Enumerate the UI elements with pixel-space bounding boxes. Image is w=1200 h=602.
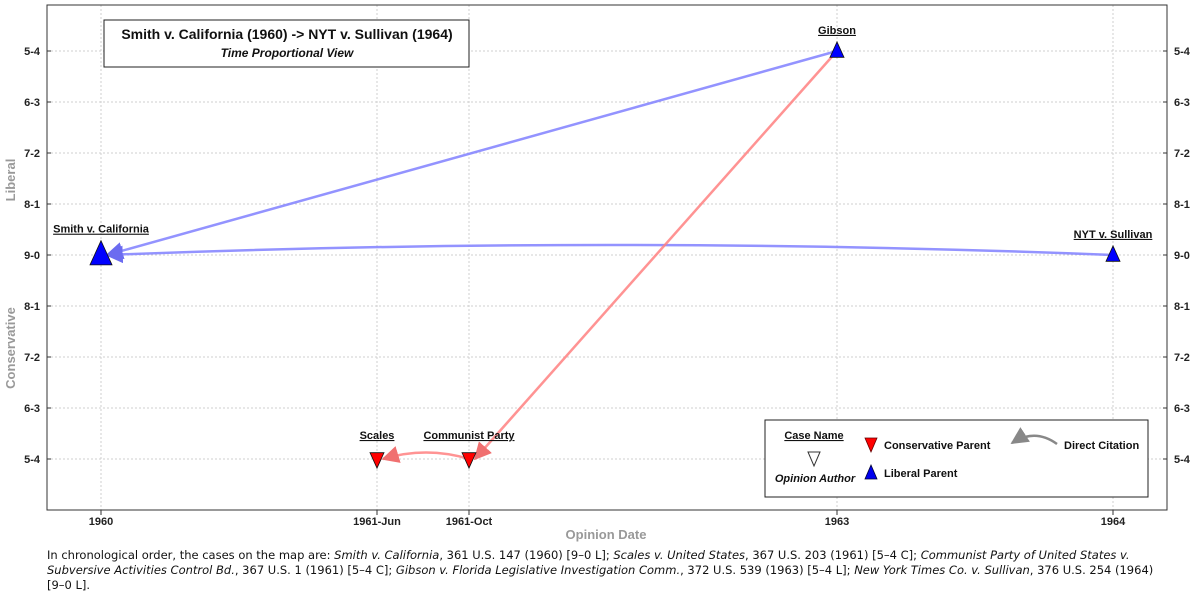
legend-empty-triangle-icon [807, 451, 821, 468]
y-tick-label: 9-0 [1174, 250, 1190, 262]
x-axis-title: Opinion Date [566, 527, 647, 542]
case-label: Gibson [818, 25, 856, 37]
x-tick-label: 1960 [89, 516, 113, 528]
citation-arrow [105, 49, 838, 260]
legend-blue-triangle-icon [864, 463, 878, 480]
legend: Case Name Opinion Author Conservative Pa… [764, 419, 1149, 498]
case-label: Smith v. California [53, 224, 150, 236]
legend-citation-arrow-icon [1010, 427, 1058, 446]
citation-arrow [105, 243, 1114, 264]
x-tick-label: 1964 [1101, 516, 1126, 528]
legend-frame [764, 419, 1149, 498]
y-tick-label: 5-4 [1174, 454, 1191, 466]
caption-case-name: Gibson v. Florida Legislative Investigat… [395, 563, 681, 577]
y-tick-label: 7-2 [1174, 352, 1190, 364]
x-tick-label: 1961-Jun [353, 516, 401, 528]
caption-intro: In chronological order, the cases on the… [47, 548, 331, 562]
caption-case: New York Times Co. v. Sullivan, 376 U.S.… [47, 563, 1153, 592]
case-markers: Smith v. California Scales Communist Party… [53, 25, 1153, 470]
case-marker [829, 40, 845, 58]
y-axis-right: 5-4 6-3 7-2 8-1 9-0 8-1 7-2 6-3 5-4 [1163, 46, 1191, 466]
grid-lines [47, 5, 1167, 510]
citation-arrow [473, 50, 838, 461]
caption-case-name: Smith v. California [334, 548, 440, 562]
y-tick-label: 8-1 [1174, 301, 1190, 313]
y-tick-label: 7-2 [24, 352, 40, 364]
legend-case-name: Case Name [784, 430, 843, 442]
y-tick-label: 5-4 [1174, 46, 1191, 58]
chart-canvas: 5-4 6-3 7-2 8-1 9-0 8-1 7-2 6-3 5-4 5-4 6-3 7-2 8-1… [3, 4, 1191, 542]
caption-case-citation: , 372 U.S. 539 (1963) [5–4 L]; [680, 563, 851, 577]
caption-case-citation: , 376 U.S. 254 (1964) [9–0 L]. [47, 563, 1154, 592]
y-tick-label: 8-1 [24, 301, 40, 313]
y-axis-title-liberal: Liberal [3, 159, 18, 202]
case-marker [89, 239, 113, 266]
caption-case-citation: , 361 U.S. 147 (1960) [9–0 L]; [439, 548, 610, 562]
chart-title: Smith v. California (1960) -> NYT v. Sul… [121, 26, 452, 42]
y-tick-label: 8-1 [1174, 199, 1190, 211]
caption-case-citation: , 367 U.S. 203 (1961) [5–4 C]; [745, 548, 918, 562]
x-axis: 1960 1961-Jun 1961-Oct 1963 1964 [89, 510, 1126, 528]
y-tick-label: 6-3 [1174, 97, 1190, 109]
case-label: Scales [360, 430, 395, 442]
case-list-caption: In chronological order, the cases on the… [47, 548, 1167, 593]
y-tick-label: 7-2 [24, 148, 40, 160]
caption-case-name: Communist Party of United States v. Subv… [47, 548, 1130, 577]
y-tick-label: 7-2 [1174, 148, 1190, 160]
case-marker [369, 452, 385, 470]
caption-case: Communist Party of United States v. Subv… [47, 548, 1130, 577]
plot-frame [46, 4, 1168, 511]
legend-conservative-parent: Conservative Parent [884, 440, 991, 452]
y-tick-label: 6-3 [24, 403, 40, 415]
legend-liberal-parent: Liberal Parent [884, 468, 958, 480]
caption-case: Scales v. United States, 367 U.S. 203 (1… [613, 548, 917, 562]
y-tick-label: 9-0 [24, 250, 40, 262]
caption-case: Gibson v. Florida Legislative Investigat… [396, 563, 851, 577]
legend-red-triangle-icon [864, 437, 878, 454]
y-tick-label: 6-3 [24, 97, 40, 109]
case-label: NYT v. Sullivan [1074, 229, 1153, 241]
y-axis-left: 5-4 6-3 7-2 8-1 9-0 8-1 7-2 6-3 5-4 [24, 46, 51, 466]
x-tick-label: 1961-Oct [446, 516, 493, 528]
legend-direct-citation: Direct Citation [1064, 440, 1139, 452]
citation-arrow [381, 446, 470, 463]
caption-case-name: New York Times Co. v. Sullivan [854, 563, 1030, 577]
chart-subtitle: Time Proportional View [221, 46, 354, 60]
title-box-frame [103, 19, 470, 68]
legend-opinion-author: Opinion Author [775, 473, 856, 485]
title-box: Smith v. California (1960) -> NYT v. Sul… [103, 19, 470, 68]
caption-case-name: Scales v. United States [613, 548, 746, 562]
y-axis-title-conservative: Conservative [3, 307, 18, 389]
case-label: Communist Party [423, 430, 515, 442]
y-tick-label: 5-4 [24, 46, 41, 58]
x-tick-label: 1963 [825, 516, 849, 528]
y-tick-label: 8-1 [24, 199, 40, 211]
caption-case: Smith v. California, 361 U.S. 147 (1960)… [334, 548, 610, 562]
y-tick-label: 5-4 [24, 454, 41, 466]
case-marker [461, 452, 477, 470]
case-marker [1105, 244, 1121, 262]
caption-case-citation: , 367 U.S. 1 (1961) [5–4 C]; [234, 563, 393, 577]
citation-arrows [105, 49, 1114, 463]
y-tick-label: 6-3 [1174, 403, 1190, 415]
